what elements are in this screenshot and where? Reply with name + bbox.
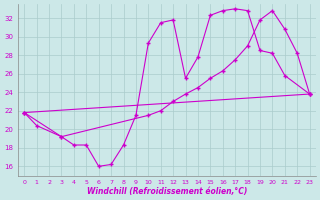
X-axis label: Windchill (Refroidissement éolien,°C): Windchill (Refroidissement éolien,°C): [87, 187, 247, 196]
